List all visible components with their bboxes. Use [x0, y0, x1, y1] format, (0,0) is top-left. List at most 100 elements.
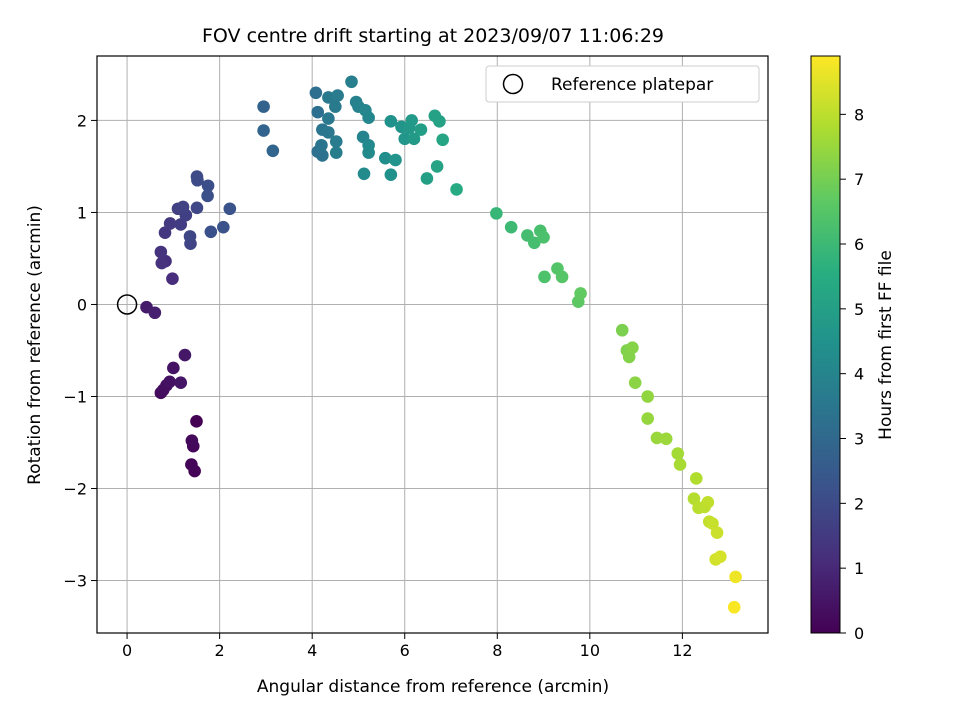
data-point	[504, 220, 518, 234]
data-point	[178, 348, 192, 362]
data-point	[710, 526, 724, 539]
data-point	[191, 173, 204, 187]
data-point	[615, 323, 629, 337]
x-tick-label: 6	[400, 641, 410, 660]
x-tick-label: 2	[215, 641, 225, 660]
data-point	[537, 230, 550, 244]
data-point	[257, 124, 270, 137]
data-point	[201, 179, 215, 193]
data-point	[315, 138, 328, 152]
data-point	[154, 245, 168, 259]
legend-label: Reference platepar	[551, 75, 713, 95]
data-point	[166, 272, 179, 286]
chart-title: FOV centre drift starting at 2023/09/07 …	[202, 25, 664, 47]
data-point	[727, 600, 741, 614]
data-point	[217, 220, 230, 234]
data-point	[626, 341, 639, 355]
data-point	[155, 256, 169, 270]
data-point	[450, 183, 463, 196]
data-point	[641, 412, 654, 425]
data-point	[362, 111, 375, 124]
colorbar	[810, 55, 841, 634]
data-point	[689, 472, 703, 485]
data-point	[185, 434, 199, 447]
data-point	[329, 135, 343, 148]
colorbar-tick-label: 6	[854, 235, 864, 254]
data-point	[362, 146, 375, 159]
colorbar-label: Hours from first FF file	[876, 250, 896, 440]
y-axis-label: Rotation from reference (arcmin)	[25, 205, 45, 485]
x-tick-label: 0	[122, 641, 132, 660]
colorbar-tick-label: 0	[854, 624, 864, 643]
y-tick-label: −3	[63, 572, 87, 591]
y-tick-label: 2	[77, 111, 87, 130]
data-point	[201, 189, 214, 203]
data-point	[357, 167, 371, 181]
x-tick-label: 4	[307, 641, 317, 660]
data-point	[384, 115, 398, 128]
colorbar-tick-label: 1	[854, 559, 864, 578]
data-point	[204, 225, 218, 239]
scatter-points	[140, 75, 742, 614]
data-point	[329, 100, 342, 113]
x-tick-label: 12	[672, 641, 692, 660]
data-point	[158, 226, 172, 239]
data-point	[311, 105, 325, 119]
data-point	[223, 202, 237, 216]
x-tick-label: 8	[492, 641, 502, 660]
data-point	[174, 218, 188, 231]
colorbar-tick-label: 7	[854, 170, 864, 189]
data-point	[436, 133, 449, 147]
colorbar-ticks: 0 1 2 3 4 5 6 7 8	[840, 105, 864, 643]
data-point	[183, 230, 197, 243]
data-point	[309, 86, 323, 100]
data-point	[266, 144, 280, 158]
data-point	[671, 447, 685, 460]
data-point	[420, 172, 434, 185]
data-point	[384, 168, 398, 182]
data-point	[659, 432, 673, 446]
colorbar-tick-label: 4	[854, 365, 864, 384]
data-point	[574, 287, 587, 300]
data-point	[430, 160, 444, 173]
x-axis-label: Angular distance from reference (arcmin)	[257, 677, 609, 697]
data-point	[257, 100, 270, 113]
data-point	[185, 458, 198, 471]
data-point	[538, 270, 551, 284]
data-point	[528, 236, 541, 250]
y-tick-label: −2	[63, 480, 87, 499]
data-point	[322, 126, 335, 139]
data-point	[176, 200, 190, 214]
grid	[97, 56, 768, 633]
data-point	[641, 390, 654, 403]
data-point	[190, 415, 203, 428]
plot-frame	[96, 55, 769, 634]
colorbar-tick-label: 2	[854, 494, 864, 513]
data-point	[163, 375, 176, 389]
x-axis-ticks: 0 2 4 6 8 10 12	[122, 633, 693, 660]
data-point	[322, 112, 335, 125]
legend-marker	[502, 73, 524, 95]
data-point	[378, 151, 392, 165]
data-point	[389, 153, 402, 167]
data-point	[345, 75, 358, 89]
data-point	[650, 431, 664, 445]
y-tick-label: 1	[77, 203, 87, 222]
y-tick-label: −1	[63, 387, 87, 406]
x-tick-label: 10	[580, 641, 600, 660]
data-point	[174, 376, 188, 389]
data-point	[329, 146, 343, 159]
data-point	[148, 306, 162, 320]
reference-point	[116, 294, 138, 315]
data-point	[163, 217, 177, 230]
colorbar-tick-label: 3	[854, 430, 864, 449]
data-point	[433, 115, 446, 128]
data-point	[729, 570, 742, 584]
data-point	[414, 123, 428, 136]
colorbar-tick-label: 8	[854, 105, 864, 124]
data-point	[714, 550, 727, 563]
data-point	[555, 270, 569, 284]
data-point	[490, 207, 503, 220]
colorbar-tick-label: 5	[854, 300, 864, 319]
